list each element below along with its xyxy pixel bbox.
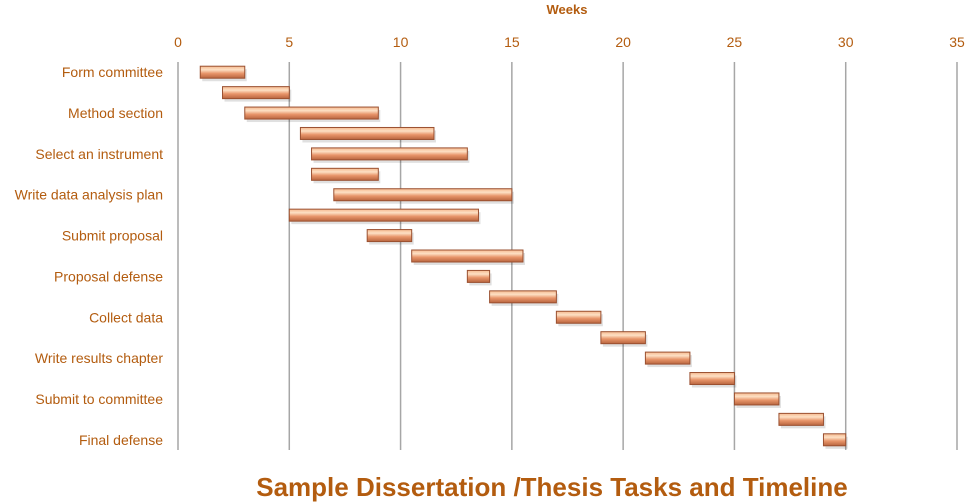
bar <box>333 188 513 202</box>
task-label: Method section <box>68 105 163 121</box>
bar <box>366 229 413 243</box>
task-bar <box>411 249 525 265</box>
task-bar <box>288 208 481 225</box>
x-tick-label: 25 <box>727 34 743 50</box>
x-tick-label: 30 <box>838 34 854 50</box>
task-bar <box>222 86 292 102</box>
task-bar <box>733 392 781 408</box>
task-bar <box>644 351 692 368</box>
bar <box>288 208 479 222</box>
task-bar <box>199 65 247 82</box>
task-label: Form committee <box>62 64 163 80</box>
x-tick-label: 10 <box>393 34 409 50</box>
task-bar <box>244 106 381 123</box>
x-tick-label: 35 <box>949 34 965 50</box>
bar <box>299 126 435 140</box>
task-bar <box>333 188 514 204</box>
x-tick-label: 20 <box>615 34 631 50</box>
task-label: Submit proposal <box>62 228 163 244</box>
bar <box>644 351 691 365</box>
bar <box>822 433 847 447</box>
task-bar <box>689 372 737 388</box>
bar <box>311 167 379 181</box>
task-bar <box>600 331 648 347</box>
task-label: Final defense <box>79 432 163 448</box>
bar <box>778 412 824 426</box>
task-bar <box>299 126 436 143</box>
task-label: Write data analysis plan <box>15 187 163 203</box>
bar <box>199 65 246 79</box>
bar <box>222 86 290 100</box>
task-label: Write results chapter <box>35 350 163 366</box>
bar <box>733 392 780 406</box>
x-tick-label: 15 <box>504 34 520 50</box>
bar <box>244 106 379 120</box>
task-label: Collect data <box>89 309 163 325</box>
task-bar <box>555 310 603 327</box>
bar <box>411 249 524 263</box>
x-tick-label: 5 <box>285 34 293 50</box>
task-bar <box>466 269 492 286</box>
chart-title: Sample Dissertation /Thesis Tasks and Ti… <box>256 472 847 502</box>
task-bar <box>489 290 559 306</box>
x-tick-label: 0 <box>174 34 182 50</box>
task-label: Submit to committee <box>35 391 163 407</box>
task-bar <box>778 412 826 429</box>
task-bar <box>366 229 414 245</box>
task-bar <box>311 167 381 184</box>
task-bar <box>311 147 470 163</box>
bar <box>311 147 468 161</box>
bar <box>555 310 602 324</box>
bar <box>600 331 646 345</box>
bar <box>466 269 491 283</box>
bar <box>489 290 557 304</box>
x-axis-label: Weeks <box>547 2 588 17</box>
task-bar <box>822 433 848 449</box>
bar <box>689 372 735 386</box>
task-label: Select an instrument <box>35 146 163 162</box>
task-label: Proposal defense <box>54 268 163 284</box>
